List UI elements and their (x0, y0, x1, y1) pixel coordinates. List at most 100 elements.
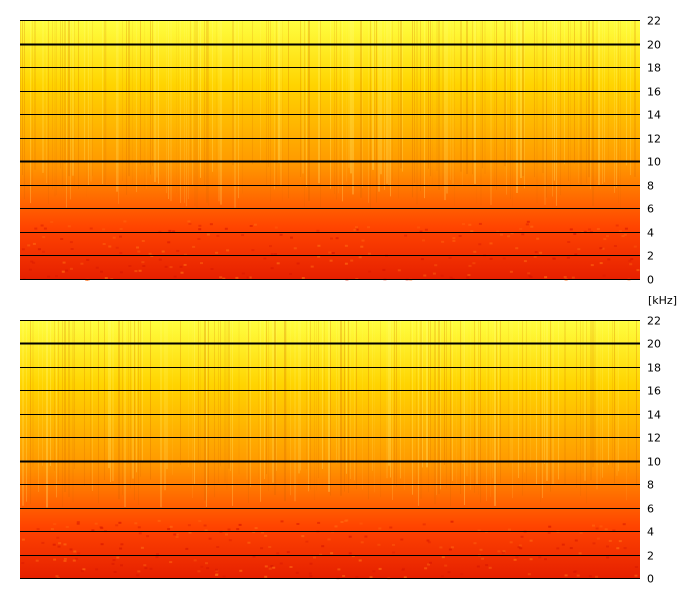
spectrogram-noise (485, 564, 489, 567)
spectrogram-noise (448, 548, 452, 551)
spectrogram-streak (462, 320, 464, 464)
spectrogram-streak (376, 20, 377, 203)
spectrogram-streak (436, 320, 437, 496)
spectrogram-streak (56, 320, 57, 498)
spectrogram-streak (626, 320, 627, 501)
spectrogram-noise (458, 235, 462, 237)
spectrogram-noise (569, 547, 573, 550)
spectrogram-background (20, 320, 640, 578)
spectrogram-noise (601, 247, 605, 250)
spectrogram-noise (41, 541, 45, 544)
spectrogram-streak (496, 20, 497, 190)
spectrogram-streak (54, 20, 56, 197)
spectrogram-noise (449, 276, 453, 279)
spectrogram-streak (436, 20, 438, 171)
spectrogram-streak (522, 20, 524, 177)
spectrogram-noise (401, 568, 405, 571)
spectrogram-streak (64, 320, 66, 492)
spectrogram-noise (348, 552, 352, 555)
spectrogram-noise (167, 528, 171, 531)
spectrogram-streak (386, 320, 388, 479)
spectrogram-noise (215, 251, 219, 254)
spectrogram-noise (62, 261, 66, 264)
spectrogram-noise (513, 558, 517, 561)
spectrogram-noise (367, 226, 370, 229)
y-tick-label-20khz: 20 (647, 338, 661, 351)
spectrogram-streak (242, 20, 243, 194)
spectrogram-noise (169, 561, 173, 564)
spectrogram-noise (417, 226, 420, 229)
spectrogram-streak (150, 320, 151, 480)
spectrogram-noise (439, 546, 443, 549)
spectrogram-noise (63, 543, 67, 546)
spectrogram-noise (167, 241, 171, 244)
spectrogram-streak (32, 320, 34, 468)
spectrogram-streak (130, 320, 131, 489)
spectrogram-noise (77, 552, 81, 555)
spectrogram-noise (183, 263, 187, 266)
spectrogram-streak (362, 20, 363, 188)
spectrogram-noise (340, 521, 344, 523)
spectrogram-noise (102, 243, 106, 245)
spectrogram-streak (318, 320, 319, 479)
spectrogram-streak (542, 20, 544, 174)
spectrogram-noise (450, 520, 454, 523)
spectrogram-streak (70, 20, 71, 200)
spectrogram-noise (53, 558, 57, 561)
spectrogram-streak (516, 20, 518, 193)
spectrogram-noise (592, 542, 596, 545)
spectrogram-streak (166, 20, 167, 194)
spectrogram-noise (534, 251, 538, 254)
spectrogram-noise (623, 547, 627, 550)
spectrogram-noise (573, 570, 577, 573)
spectrogram-noise (268, 567, 272, 570)
spectrogram-streak (466, 320, 468, 477)
y-tick-label-12khz: 12 (647, 432, 661, 445)
spectrogram-noise (21, 562, 25, 564)
spectrogram-noise (331, 252, 335, 254)
spectrogram-noise (200, 565, 204, 568)
spectrogram-noise (351, 555, 355, 558)
spectrogram-noise (180, 271, 184, 274)
spectrogram-streak (558, 320, 559, 480)
spectrogram-noise (91, 529, 95, 532)
spectrogram-streak (34, 20, 36, 170)
spectrogram-noise (521, 233, 525, 236)
spectrogram-streak (560, 20, 561, 196)
spectrogram-streak (32, 20, 33, 192)
spectrogram-streak (46, 20, 47, 184)
spectrogram-streak (334, 20, 335, 194)
spectrogram-streak (536, 320, 537, 485)
spectrogram-noise (470, 230, 474, 233)
spectrogram-noise (633, 245, 637, 248)
spectrogram-streak (266, 320, 267, 475)
spectrogram-noise (111, 562, 115, 565)
y-tick-label-22khz: 22 (647, 315, 661, 328)
spectrogram-noise (360, 245, 364, 248)
spectrogram-streak (498, 320, 499, 463)
spectrogram-streak (310, 320, 311, 490)
spectrogram-streak (286, 320, 287, 463)
spectrogram-streak (314, 320, 315, 500)
spectrogram-streak (204, 20, 205, 186)
spectrogram-noise (529, 558, 533, 561)
spectrogram-noise (602, 274, 606, 277)
spectrogram-noise (618, 230, 622, 233)
y-tick-label-10khz: 10 (647, 156, 661, 169)
spectrogram-noise (309, 575, 313, 578)
spectrogram-streak (412, 20, 413, 198)
spectrogram-noise (547, 531, 551, 534)
spectrogram-streak (588, 20, 590, 178)
spectrogram-streak (486, 320, 487, 502)
spectrogram-noise (530, 225, 534, 228)
frequency-unit-label: [kHz] (648, 294, 677, 307)
spectrogram-streak (398, 20, 399, 199)
spectrogram-noise (328, 251, 332, 254)
spectrogram-noise (404, 234, 408, 237)
spectrogram-streak (432, 20, 433, 187)
spectrogram-noise (477, 529, 481, 532)
spectrogram-noise (377, 543, 381, 546)
spectrogram-noise (136, 246, 139, 249)
spectrogram-streak (168, 20, 169, 199)
